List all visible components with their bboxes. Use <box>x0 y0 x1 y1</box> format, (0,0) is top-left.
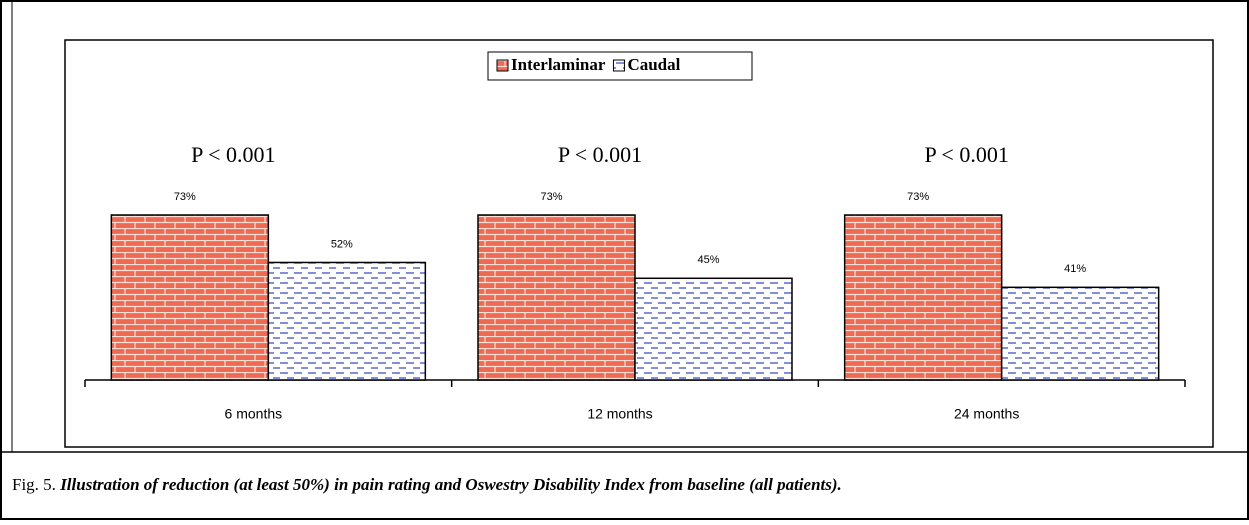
annotation: P < 0.001 <box>558 142 642 167</box>
legend-swatch <box>612 59 625 72</box>
caption: Fig. 5. Illustration of reduction (at le… <box>12 475 842 494</box>
annotation: P < 0.001 <box>191 142 275 167</box>
bar <box>843 214 1003 381</box>
bar <box>267 261 427 381</box>
caption-text: Illustration of reduction (at least 50%)… <box>59 475 842 494</box>
value-label: 41% <box>1064 263 1086 275</box>
x-tick-label: 24 months <box>954 406 1019 422</box>
bar <box>110 214 270 381</box>
value-label: 73% <box>907 191 929 203</box>
value-label: 73% <box>540 191 562 203</box>
x-tick-label: 6 months <box>225 406 283 422</box>
x-tick-label: 12 months <box>587 406 652 422</box>
bar <box>477 214 636 381</box>
legend-label: Caudal <box>627 55 680 74</box>
value-label: 45% <box>697 254 719 266</box>
bar <box>634 277 793 381</box>
legend-label: Interlaminar <box>511 55 606 74</box>
caption-label: Fig. 5. <box>12 475 56 494</box>
bar <box>1000 286 1160 381</box>
chart-frame <box>64 39 1214 448</box>
value-label: 73% <box>174 191 196 203</box>
legend-swatch <box>496 59 509 72</box>
value-label: 52% <box>331 238 353 250</box>
annotation: P < 0.001 <box>925 142 1009 167</box>
